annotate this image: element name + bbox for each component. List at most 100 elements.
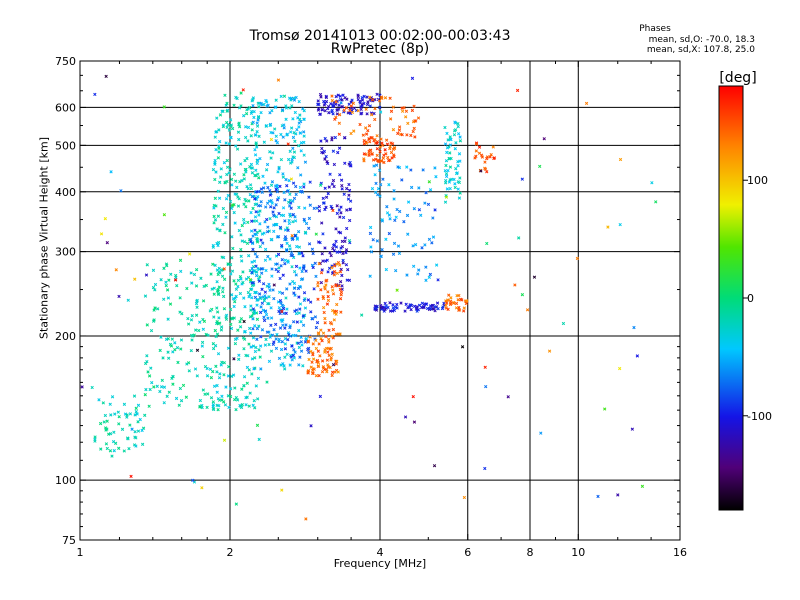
scatter-point [281,175,285,179]
scatter-point [249,308,253,312]
scatter-point [318,92,323,97]
scatter-point [272,283,276,287]
scatter-point [258,156,262,161]
scatter-point [227,405,231,410]
scatter-point [284,237,288,242]
scatter-point [328,365,332,370]
scatter-point [93,439,97,443]
scatter-point [244,353,248,358]
scatter-point [250,270,254,275]
scatter-point [226,346,231,350]
scatter-point [302,185,306,189]
scatter-point [212,206,216,210]
scatter-point [303,306,308,310]
scatter-point [485,156,489,161]
scatter-point [255,326,260,331]
scatter-point [254,210,258,214]
scatter-point [141,426,146,430]
scatter-point [410,108,415,113]
scatter-point [255,303,259,307]
scatter-point [295,320,299,324]
scatter-point [171,374,175,379]
scatter-point [334,312,338,316]
scatter-point [331,327,336,332]
scatter-point [235,147,240,151]
scatter-point [211,262,215,266]
scatter-point [274,267,278,272]
scatter-point [233,192,237,196]
scatter-point [324,154,328,159]
scatter-point [165,394,169,398]
scatter-point [261,308,265,312]
scatter-point [368,140,372,144]
x-tick-label: 6 [464,546,471,559]
scatter-point [448,135,452,139]
scatter-point [242,319,246,324]
y-tick-label: 500 [55,139,76,152]
scatter-point [313,315,318,319]
scatter-point [445,150,449,155]
scatter-point [292,348,296,352]
scatter-point [217,404,221,408]
scatter-point [250,260,254,264]
scatter-point [221,286,225,290]
scatter-point [273,105,277,109]
scatter-point [308,203,312,207]
scatter-point [640,484,645,488]
scatter-point [217,196,222,200]
scatter-point [249,304,253,308]
scatter-point [239,254,243,258]
scatter-point [212,384,217,388]
scatter-point [464,301,468,306]
scatter-point [334,332,338,336]
scatter-point [378,145,382,149]
scatter-point [309,310,313,314]
scatter-point [332,243,337,247]
scatter-point [394,215,398,219]
scatter-point [323,207,327,212]
scatter-point [291,117,295,121]
scatter-point [457,308,461,312]
scatter-point [288,149,292,153]
scatter-point [453,128,458,132]
scatter-point [234,144,238,148]
scatter-point [242,114,246,118]
scatter-point [405,213,410,218]
scatter-point [159,335,163,339]
scatter-point [320,221,324,225]
scatter-point [428,306,432,311]
scatter-point [317,342,321,346]
scatter-point [195,298,199,303]
scatter-point [302,140,306,145]
scatter-point [108,449,113,453]
scatter-point [190,281,194,285]
scatter-point [391,306,395,310]
scatter-point [153,282,158,287]
scatter-point [285,352,289,357]
scatter-point [253,148,257,152]
scatter-point [547,349,552,353]
scatter-point [393,218,397,222]
scatter-point [298,355,302,359]
scatter-point [258,229,262,233]
scatter-point [240,403,244,407]
scatter-point [326,191,330,196]
scatter-point [374,181,378,186]
scatter-point [458,159,462,163]
scatter-point [200,340,205,345]
scatter-point [340,284,344,288]
scatter-point [224,103,228,107]
scatter-point [162,213,167,217]
scatter-point [195,348,200,352]
scatter-point [264,268,268,273]
scatter-point [254,232,259,237]
scatter-point [370,113,374,117]
scatter-point [433,208,437,212]
scatter-point [316,297,320,301]
scatter-point [280,303,285,308]
scatter-point [298,117,302,121]
scatter-point [388,96,392,100]
scatter-point [338,297,343,301]
scatter-point [378,105,382,110]
scatter-point [177,403,181,407]
